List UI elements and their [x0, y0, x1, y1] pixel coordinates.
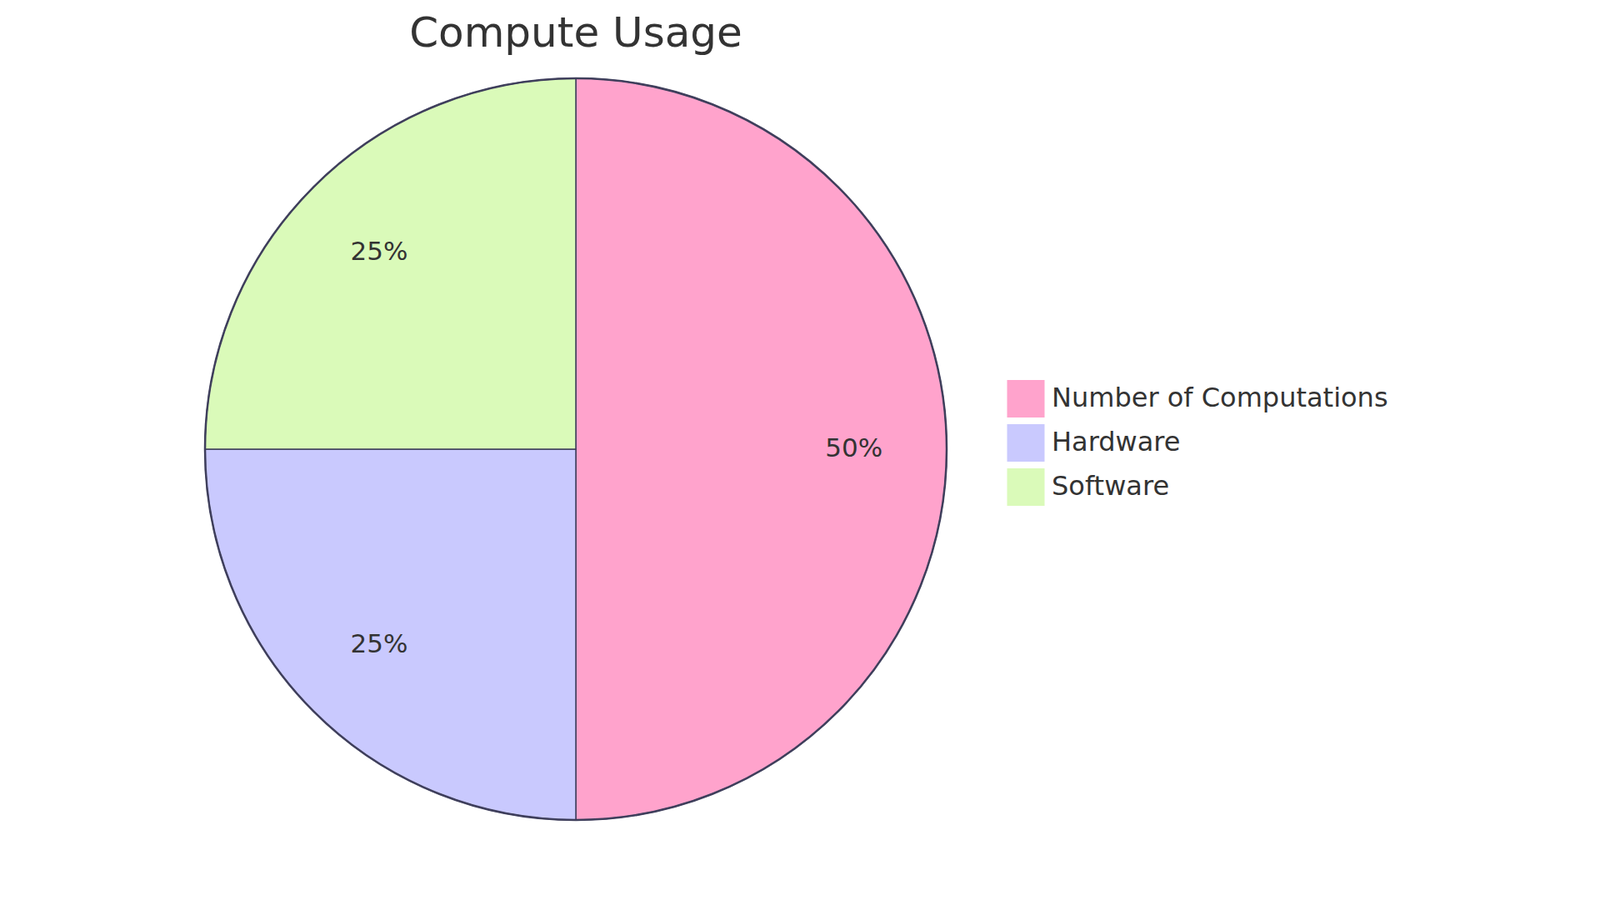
title: Compute Usage — [409, 8, 743, 57]
pie: 50% 25% 25% — [205, 78, 947, 820]
data-label: 50% — [825, 432, 883, 463]
legend-swatch — [1007, 380, 1045, 418]
slice — [205, 78, 576, 450]
data-label: 25% — [350, 628, 409, 659]
legend-label: Software — [1051, 470, 1170, 502]
legend-label: Hardware — [1051, 425, 1181, 458]
legend-swatch — [1007, 469, 1045, 506]
legend-swatch — [1007, 425, 1045, 462]
slice — [205, 449, 576, 820]
chart: Compute Usage 50% 25% 25% Number of Computat… — [0, 0, 1600, 900]
slice — [575, 78, 947, 820]
data-label: 25% — [350, 235, 409, 266]
legend-label: Number of Computations — [1051, 381, 1389, 414]
pie-outline — [205, 78, 947, 820]
legend: Number of Computations Hardware Software — [1007, 380, 1389, 506]
